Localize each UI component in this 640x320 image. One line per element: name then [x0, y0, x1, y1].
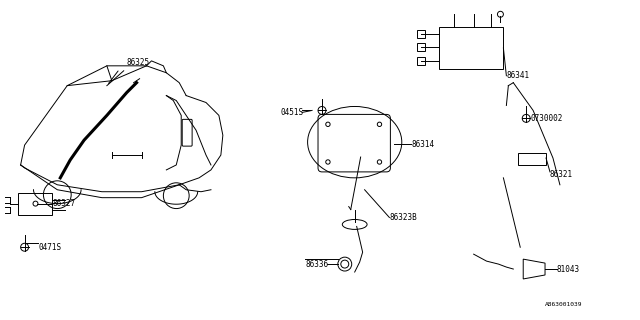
Text: 86323B: 86323B: [389, 213, 417, 222]
Text: 86314: 86314: [412, 140, 435, 148]
Bar: [518, 153, 546, 165]
Text: 86336: 86336: [305, 260, 328, 268]
Text: 86327: 86327: [52, 199, 76, 208]
Bar: [417, 43, 425, 51]
Bar: [417, 30, 425, 38]
Bar: [439, 27, 504, 69]
Bar: [18, 193, 52, 214]
Text: A863001039: A863001039: [545, 302, 582, 307]
Text: 86325: 86325: [127, 58, 150, 67]
Text: 86341: 86341: [506, 71, 529, 80]
Text: 0471S: 0471S: [38, 243, 61, 252]
Text: 0451S: 0451S: [280, 108, 303, 117]
Text: 86321: 86321: [550, 170, 573, 180]
Text: 81043: 81043: [557, 265, 580, 274]
Text: 0730002: 0730002: [530, 114, 563, 123]
Bar: [417, 57, 425, 65]
